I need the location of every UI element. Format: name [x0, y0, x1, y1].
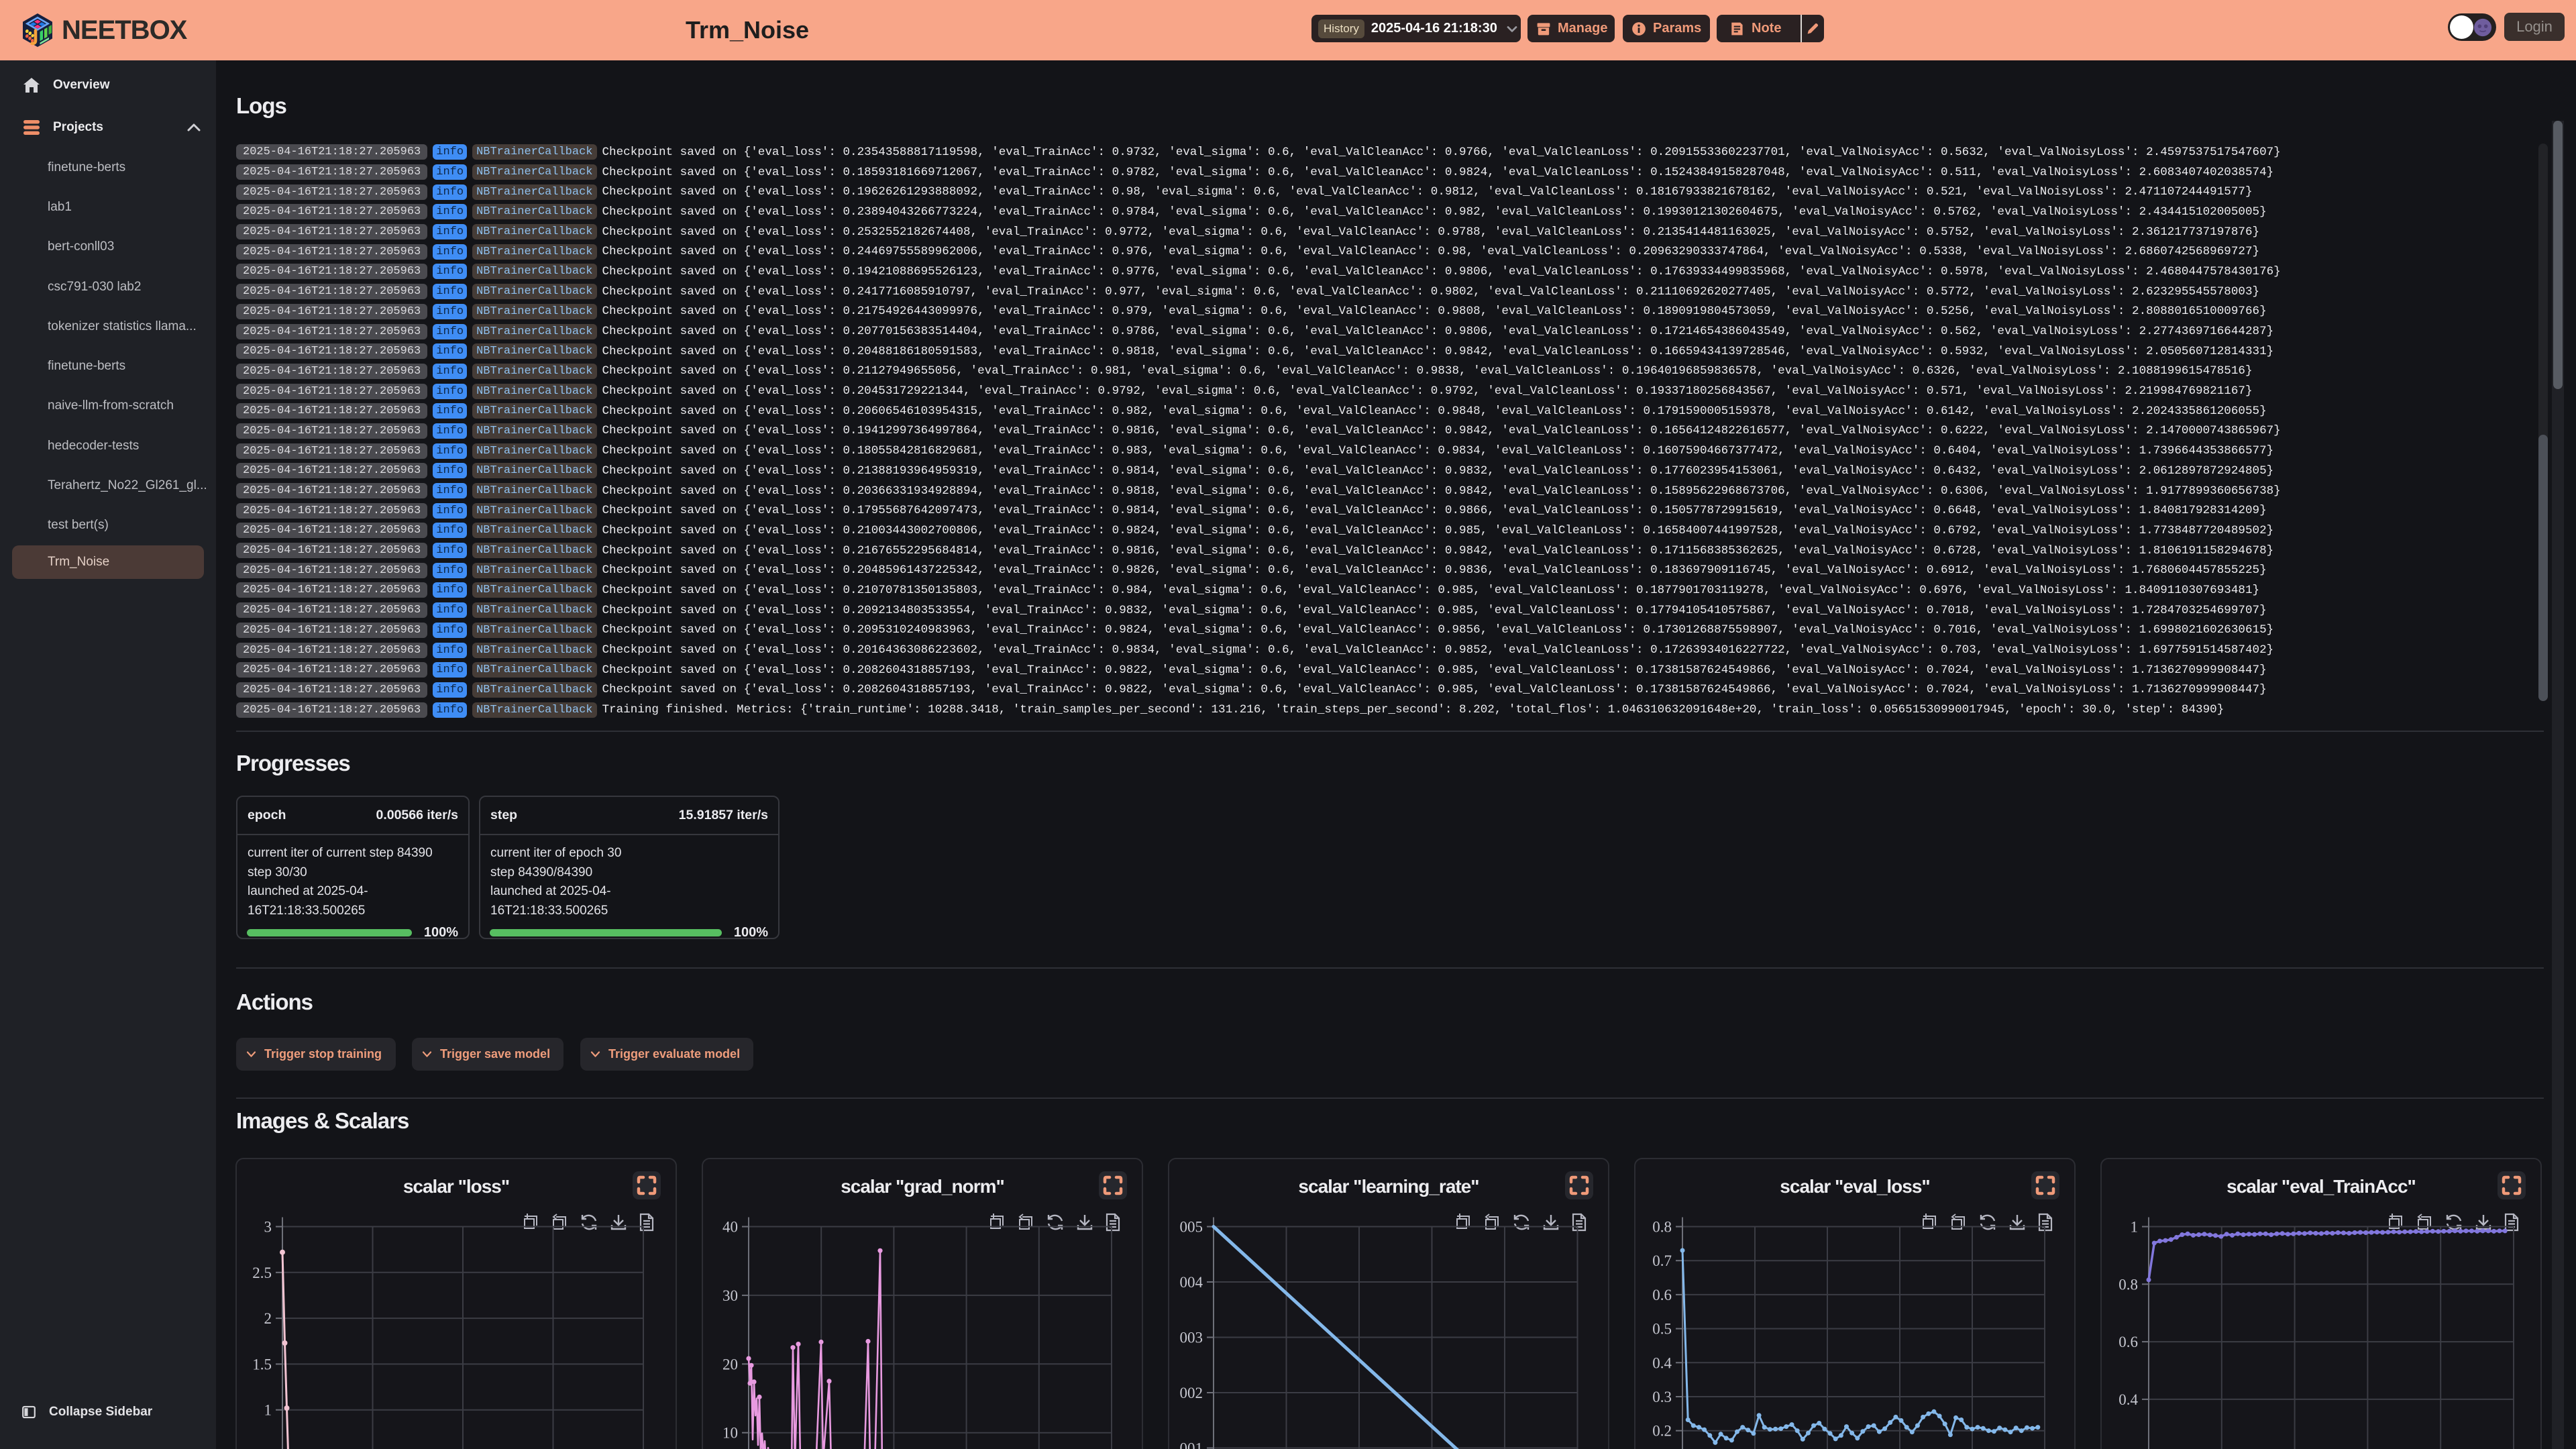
svg-text:1: 1: [2131, 1219, 2139, 1236]
svg-text:2: 2: [264, 1310, 272, 1327]
svg-text:004: 004: [1180, 1274, 1203, 1291]
svg-text:10: 10: [722, 1425, 738, 1442]
svg-text:0.5: 0.5: [1652, 1321, 1672, 1338]
svg-text:0.8: 0.8: [2118, 1276, 2138, 1293]
svg-text:3: 3: [264, 1219, 272, 1236]
svg-text:40: 40: [722, 1219, 738, 1236]
svg-text:30: 30: [722, 1287, 738, 1304]
svg-text:1.5: 1.5: [252, 1356, 272, 1373]
svg-text:0.3: 0.3: [1652, 1389, 1672, 1405]
svg-text:0.8: 0.8: [1652, 1219, 1672, 1236]
svg-text:20: 20: [722, 1356, 738, 1373]
svg-text:003: 003: [1180, 1330, 1203, 1346]
svg-text:0.6: 0.6: [2118, 1334, 2138, 1350]
svg-text:0.2: 0.2: [1652, 1423, 1672, 1440]
svg-text:1: 1: [264, 1402, 272, 1419]
svg-text:0.4: 0.4: [2118, 1391, 2138, 1408]
svg-text:001: 001: [1180, 1440, 1203, 1449]
svg-text:2.5: 2.5: [252, 1265, 272, 1281]
svg-text:005: 005: [1180, 1219, 1203, 1236]
svg-text:0.7: 0.7: [1652, 1252, 1672, 1269]
svg-text:002: 002: [1180, 1385, 1203, 1401]
svg-text:0.6: 0.6: [1652, 1287, 1672, 1303]
svg-text:0.4: 0.4: [1652, 1354, 1672, 1371]
